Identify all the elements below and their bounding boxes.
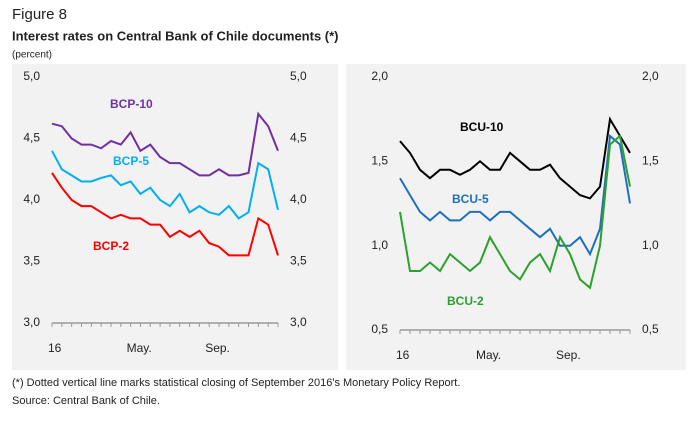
x-tick-label: 16 xyxy=(48,341,62,355)
panel-bg xyxy=(12,64,338,370)
x-tick-label: 16 xyxy=(396,348,410,362)
y2-tick-label: 4,0 xyxy=(290,192,307,206)
y2-tick-label: 0,5 xyxy=(642,322,659,336)
series-label: BCP-2 xyxy=(93,239,129,253)
y-tick-label: 4,0 xyxy=(23,192,40,206)
series-line xyxy=(51,150,279,220)
series-label: BCU-2 xyxy=(447,294,484,308)
series-line xyxy=(399,134,631,290)
y-tick-label: 4,5 xyxy=(23,131,40,145)
series-label: BCU-10 xyxy=(460,120,504,134)
y-tick-label: 1,5 xyxy=(371,154,388,168)
x-tick-label: Sep. xyxy=(205,341,230,355)
footnote: (*) Dotted vertical line marks statistic… xyxy=(12,377,460,389)
y-tick-label: 5,0 xyxy=(23,69,40,83)
y-tick-label: 2,0 xyxy=(371,69,388,83)
y2-tick-label: 3,5 xyxy=(290,254,307,268)
y2-tick-label: 2,0 xyxy=(642,69,659,83)
x-tick-label: May. xyxy=(476,348,501,362)
y-tick-label: 0,5 xyxy=(371,322,388,336)
y-tick-label: 3,0 xyxy=(23,315,40,329)
y2-tick-label: 3,0 xyxy=(290,315,307,329)
series-label: BCP-10 xyxy=(110,97,153,111)
y-tick-label: 1,0 xyxy=(371,238,388,252)
figure-number: Figure 8 xyxy=(12,6,67,23)
series-line xyxy=(51,172,279,257)
figure-title: Interest rates on Central Bank of Chile … xyxy=(12,28,339,43)
series-line xyxy=(399,134,631,257)
x-tick-label: Sep. xyxy=(556,348,581,362)
source: Source: Central Bank of Chile. xyxy=(12,395,160,407)
y2-tick-label: 4,5 xyxy=(290,131,307,145)
unit-label: (percent) xyxy=(12,50,52,61)
y2-tick-label: 1,0 xyxy=(642,238,659,252)
series-line xyxy=(51,111,279,177)
series-label: BCP-5 xyxy=(113,154,149,168)
series-label: BCU-5 xyxy=(452,192,489,206)
y-tick-label: 3,5 xyxy=(23,254,40,268)
y2-tick-label: 1,5 xyxy=(642,154,659,168)
x-tick-label: May. xyxy=(127,341,152,355)
series-line xyxy=(399,116,631,200)
y2-tick-label: 5,0 xyxy=(290,69,307,83)
